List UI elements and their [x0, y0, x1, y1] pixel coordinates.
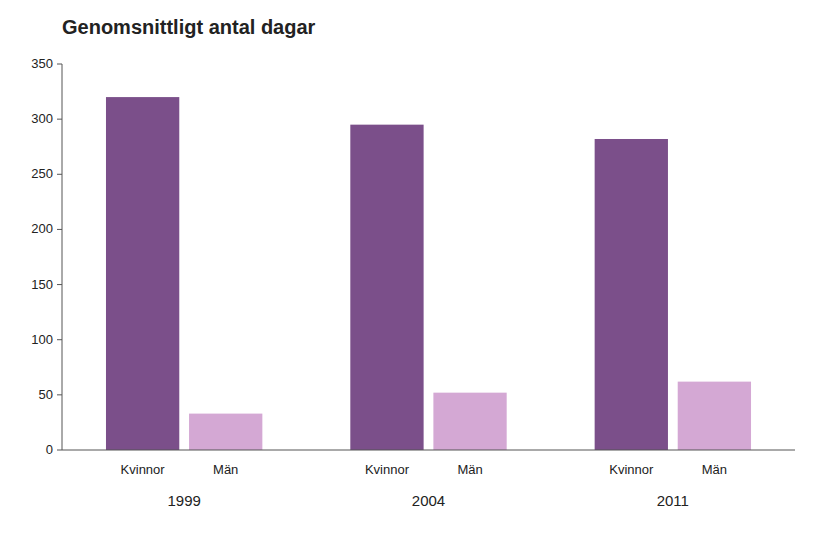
y-tick-label: 250 [31, 166, 53, 181]
y-tick [57, 284, 62, 285]
chart: Genomsnittligt antal dagar 0 50 100 150 200 25… [0, 0, 819, 546]
y-tick [57, 64, 62, 65]
series-label: Män [213, 462, 238, 477]
y-tick-label: 0 [46, 442, 53, 457]
y-tick-label: 100 [31, 332, 53, 347]
bar [106, 97, 179, 450]
y-tick-label: 150 [31, 277, 53, 292]
y-tick [57, 174, 62, 175]
bar [433, 393, 506, 450]
y-tick [57, 119, 62, 120]
y-tick [57, 229, 62, 230]
bar [678, 382, 751, 450]
category-label: 2004 [412, 492, 445, 509]
bars [106, 97, 751, 450]
y-tick-label: 50 [39, 387, 53, 402]
category-label: 1999 [167, 492, 200, 509]
series-label: Kvinnor [121, 462, 166, 477]
series-label: Män [702, 462, 727, 477]
y-axis-line [62, 64, 63, 450]
y-axis: 0 50 100 150 200 250 300 350 [31, 56, 62, 457]
y-tick-label: 300 [31, 111, 53, 126]
y-tick [57, 450, 62, 451]
bar [350, 125, 423, 450]
series-label: Män [457, 462, 482, 477]
series-label: Kvinnor [609, 462, 654, 477]
y-tick-label: 350 [31, 56, 53, 71]
title: Genomsnittligt antal dagar [62, 16, 316, 38]
bar [595, 139, 668, 450]
bar [189, 414, 262, 450]
y-tick [57, 339, 62, 340]
x-labels: KvinnorMän1999KvinnorMän2004KvinnorMän20… [121, 462, 727, 509]
x-axis-line [62, 450, 795, 451]
series-label: Kvinnor [365, 462, 410, 477]
y-tick-label: 200 [31, 221, 53, 236]
y-tick [57, 394, 62, 395]
category-label: 2011 [657, 492, 689, 509]
